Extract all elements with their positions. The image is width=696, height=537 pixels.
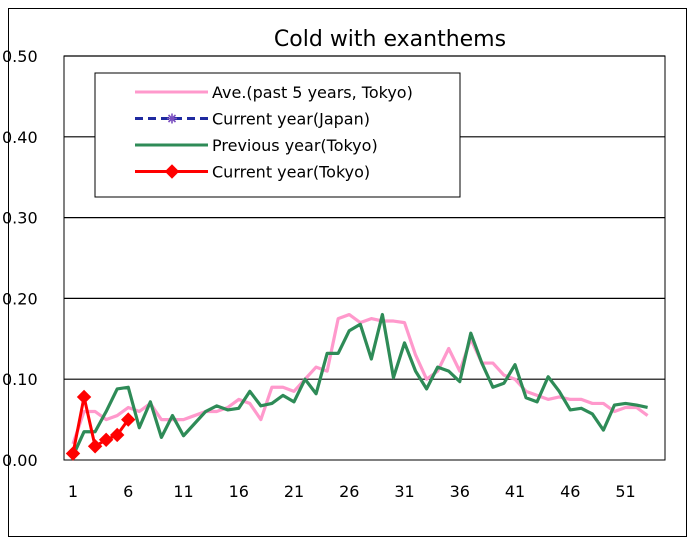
legend-label-4: Current year(Tokyo)	[212, 163, 370, 182]
y-tick-label: 0.20	[2, 289, 38, 308]
data-point-marker	[98, 432, 114, 448]
series-4	[65, 389, 136, 461]
y-tick-label: 0.40	[2, 128, 38, 147]
x-tick-label: 11	[173, 482, 193, 501]
data-point-marker	[76, 389, 92, 405]
y-tick-label: 0.50	[2, 47, 38, 66]
y-tick-label: 0.10	[2, 370, 38, 389]
data-point-marker	[87, 439, 103, 454]
series-layer	[65, 312, 649, 461]
legend-label-1: Ave.(past 5 years, Tokyo)	[212, 83, 413, 102]
x-tick-label: 6	[123, 482, 133, 501]
x-tick-label: 31	[394, 482, 414, 501]
data-point-marker	[65, 446, 81, 461]
data-point-marker	[121, 412, 136, 427]
series-line	[71, 312, 648, 457]
x-tick-label: 46	[560, 482, 580, 501]
x-tick-label: 21	[284, 482, 304, 501]
data-point-marker	[164, 164, 180, 179]
y-tick-label: 0.00	[2, 451, 38, 470]
y-tick-label: 0.30	[2, 209, 38, 228]
axis-layer: 0.000.100.200.300.400.501 6 11 16 21 26 31 36 41…	[2, 47, 636, 501]
x-tick-label: 51	[615, 482, 635, 501]
series-3	[71, 312, 648, 457]
legend-swatch-4	[135, 164, 208, 179]
x-tick-label: 1	[68, 482, 78, 501]
legend-marker-star	[167, 113, 177, 124]
x-tick-label: 36	[450, 482, 470, 501]
legend-label-3: Previous year(Tokyo)	[212, 136, 378, 155]
x-tick-label: 16	[229, 482, 249, 501]
legend: Ave.(past 5 years, Tokyo) Current year(Ja…	[94, 72, 461, 198]
legend-label-2: Current year(Japan)	[212, 110, 370, 129]
x-tick-label: 26	[339, 482, 359, 501]
legend-box	[94, 72, 461, 198]
chart-title: Cold with exanthems	[274, 27, 506, 52]
legend-swatch-2	[135, 113, 208, 124]
data-point-marker	[109, 427, 125, 443]
x-tick-label: 41	[505, 482, 525, 501]
